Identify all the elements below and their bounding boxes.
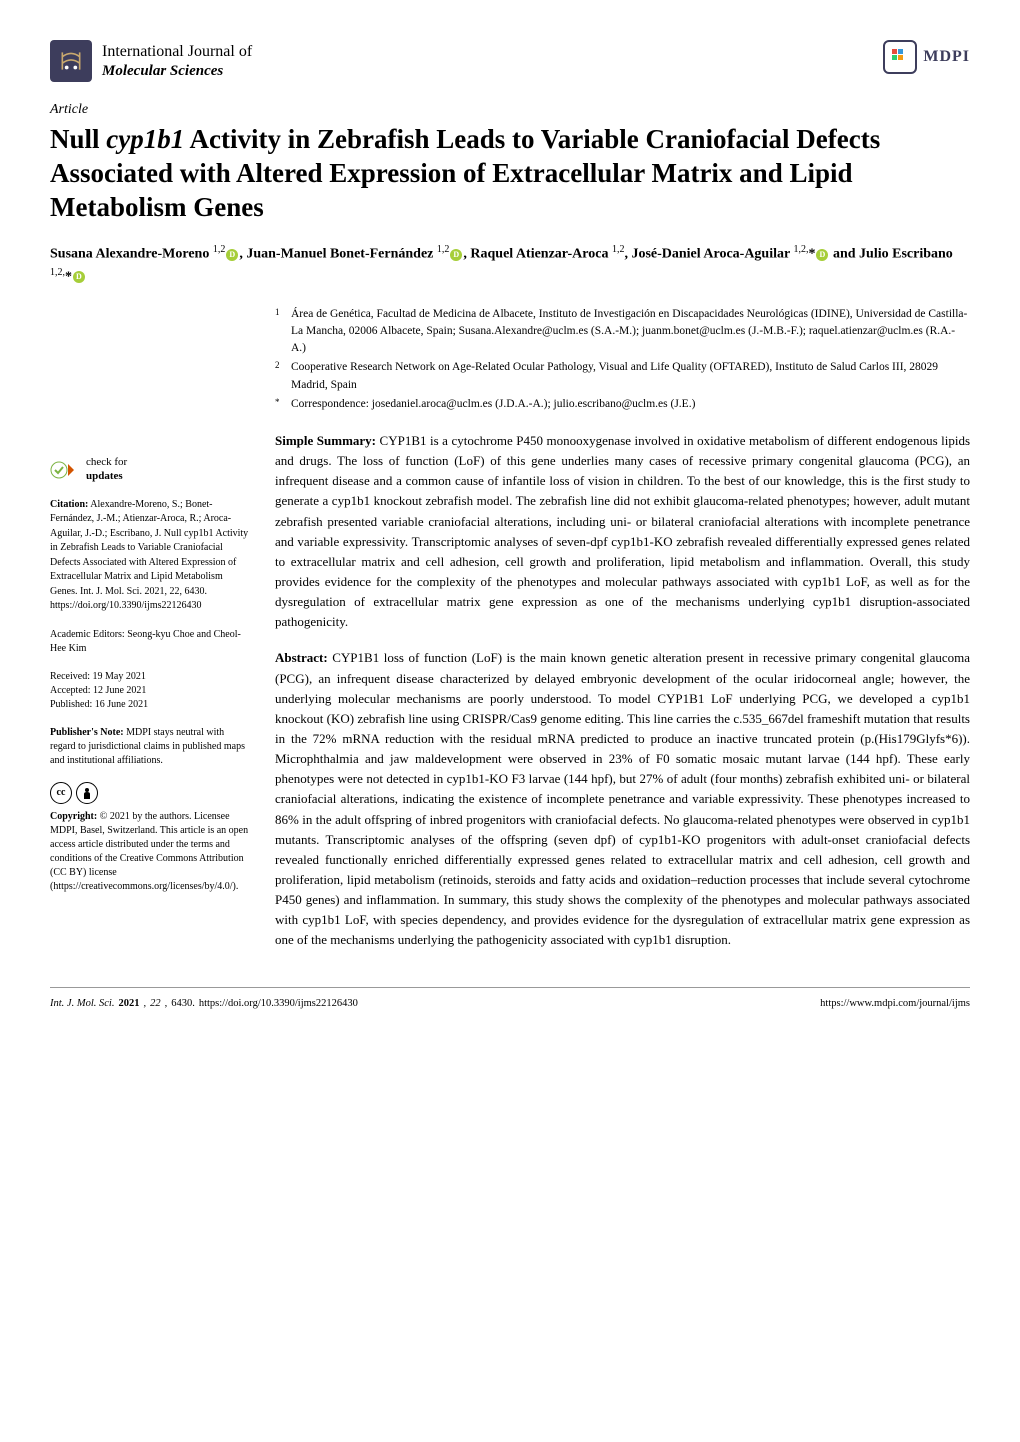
footer-volume: 22: [150, 998, 161, 1009]
citation-label: Citation:: [50, 499, 88, 510]
simple-summary: Simple Summary: CYP1B1 is a cytochrome P…: [275, 431, 970, 632]
received-label: Received:: [50, 671, 90, 682]
journal-name: International Journal of Molecular Scien…: [102, 42, 252, 79]
copyright-text: © 2021 by the authors. Licensee MDPI, Ba…: [50, 811, 248, 892]
citation-block: Citation: Alexandre-Moreno, S.; Bonet-Fe…: [50, 498, 250, 614]
journal-badge: International Journal of Molecular Scien…: [50, 40, 252, 82]
check-updates-badge[interactable]: check for updates: [50, 456, 250, 484]
journal-url[interactable]: https://www.mdpi.com/journal/ijms: [820, 998, 970, 1009]
footer-url[interactable]: https://www.mdpi.com/journal/ijms: [820, 998, 970, 1009]
editors-block: Academic Editors: Seong-kyu Choe and Che…: [50, 628, 250, 656]
article-title: Null cyp1b1 Activity in Zebrafish Leads …: [50, 123, 970, 224]
affiliation-row: 1Área de Genética, Facultad de Medicina …: [275, 306, 970, 358]
journal-name-line1: International Journal of: [102, 42, 252, 61]
affil-text: Área de Genética, Facultad de Medicina d…: [291, 306, 970, 358]
authors: Susana Alexandre-Moreno 1,2, Juan-Manuel…: [50, 242, 970, 287]
received-date: 19 May 2021: [92, 671, 145, 682]
cc-icons: cc: [50, 782, 250, 804]
affil-num: 1: [275, 306, 291, 358]
editors-label: Academic Editors:: [50, 629, 125, 640]
footer-citation: Int. J. Mol. Sci. 2021, 22, 6430. https:…: [50, 998, 358, 1009]
check-line2: updates: [86, 470, 123, 482]
mdpi-icon: [883, 40, 917, 74]
published-label: Published:: [50, 699, 92, 710]
abstract-text: CYP1B1 loss of function (LoF) is the mai…: [275, 650, 970, 947]
check-line1: check for: [86, 456, 127, 468]
page-header: International Journal of Molecular Scien…: [50, 40, 970, 82]
affiliation-row: 2Cooperative Research Network on Age-Rel…: [275, 359, 970, 394]
publisher-name: MDPI: [923, 48, 970, 66]
affil-text: Cooperative Research Network on Age-Rela…: [291, 359, 970, 394]
simple-summary-label: Simple Summary:: [275, 433, 376, 448]
check-updates-icon: [50, 456, 78, 484]
accepted-date: 12 June 2021: [93, 685, 146, 696]
publisher-logo: MDPI: [883, 40, 970, 74]
affil-num: 2: [275, 359, 291, 394]
footer-doi[interactable]: https://doi.org/10.3390/ijms22126430: [199, 998, 358, 1009]
accepted-label: Accepted:: [50, 685, 91, 696]
published-date: 16 June 2021: [95, 699, 148, 710]
abstract: Abstract: CYP1B1 loss of function (LoF) …: [275, 648, 970, 950]
correspondence-row: * Correspondence: josedaniel.aroca@uclm.…: [275, 396, 970, 413]
journal-name-line2: Molecular Sciences: [102, 62, 252, 80]
by-icon: [76, 782, 98, 804]
publisher-note-label: Publisher's Note:: [50, 727, 124, 738]
simple-summary-text: CYP1B1 is a cytochrome P450 monooxygenas…: [275, 433, 970, 629]
dates-block: Received: 19 May 2021 Accepted: 12 June …: [50, 670, 250, 712]
footer-journal: Int. J. Mol. Sci.: [50, 998, 114, 1009]
copyright-label: Copyright:: [50, 811, 97, 822]
check-updates-text: check for updates: [86, 456, 127, 482]
page-footer: Int. J. Mol. Sci. 2021, 22, 6430. https:…: [50, 987, 970, 1009]
publisher-note: Publisher's Note: MDPI stays neutral wit…: [50, 726, 250, 768]
correspondence-text: Correspondence: josedaniel.aroca@uclm.es…: [291, 396, 970, 413]
citation-text: Alexandre-Moreno, S.; Bonet-Fernández, J…: [50, 499, 248, 612]
copyright-block: cc Copyright: © 2021 by the authors. Lic…: [50, 782, 250, 894]
sidebar: check for updates Citation: Alexandre-Mo…: [50, 306, 250, 967]
main-content: 1Área de Genética, Facultad de Medicina …: [275, 306, 970, 967]
correspondence-marker: *: [275, 396, 291, 413]
affiliations: 1Área de Genética, Facultad de Medicina …: [275, 306, 970, 414]
footer-article-num: 6430.: [171, 998, 195, 1009]
cc-icon: cc: [50, 782, 72, 804]
article-type: Article: [50, 102, 970, 118]
footer-year: 2021: [118, 998, 139, 1009]
abstract-label: Abstract:: [275, 650, 328, 665]
journal-icon: [50, 40, 92, 82]
